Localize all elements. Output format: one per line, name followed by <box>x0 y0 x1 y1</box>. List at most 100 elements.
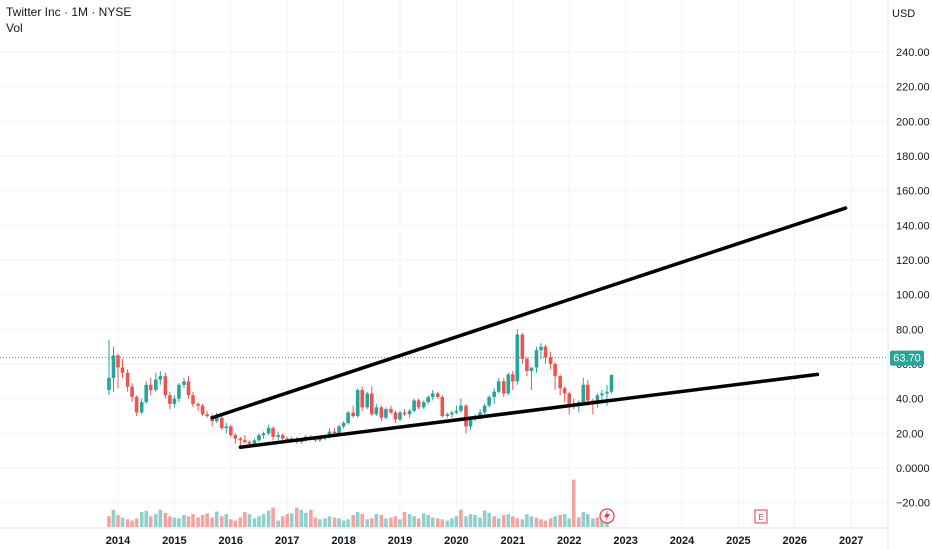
volume-bar <box>430 517 435 527</box>
volume-bar <box>360 514 365 527</box>
candle-body <box>247 442 252 444</box>
volume-bar <box>558 514 562 527</box>
volume-bar <box>247 514 252 527</box>
candle-body <box>233 435 238 439</box>
candle-body <box>205 414 209 417</box>
volume-bar <box>492 516 496 527</box>
volume-bar <box>299 509 304 527</box>
volume-bar <box>177 518 181 527</box>
volume-bar <box>412 516 416 527</box>
volume-bar <box>163 512 168 527</box>
earnings-marker-label: E <box>758 513 763 522</box>
candle-body <box>125 372 130 387</box>
volume-bar <box>591 518 595 527</box>
volume-bar <box>304 512 308 527</box>
candle-body <box>430 393 435 397</box>
volume-bar <box>393 516 398 527</box>
volume-bar <box>548 518 553 527</box>
volume-bar <box>172 517 177 527</box>
candle-body <box>567 393 571 404</box>
candle-body <box>182 381 186 385</box>
y-tick-label: 180.00 <box>896 151 930 163</box>
volume-bar <box>257 516 261 527</box>
volume-bar <box>506 514 511 527</box>
earnings-icon[interactable] <box>754 509 768 524</box>
volume-bar <box>148 516 153 527</box>
volume-bar <box>370 518 374 527</box>
volume-bar <box>600 520 604 527</box>
x-tick-label: 2014 <box>106 535 131 547</box>
volume-bar <box>581 511 586 527</box>
volume-bar <box>168 516 172 527</box>
candle-body <box>609 374 614 392</box>
volume-bar <box>116 514 120 527</box>
volume-bar <box>158 509 163 527</box>
candle-body <box>511 374 515 382</box>
volume-label: Vol <box>6 21 23 35</box>
x-tick-label: 2016 <box>219 535 243 547</box>
volume-bar <box>341 520 346 527</box>
x-tick-label: 2022 <box>557 535 581 547</box>
y-tick-label: 200.00 <box>896 116 930 128</box>
x-tick-label: 2025 <box>726 535 750 547</box>
candle-body <box>478 412 482 417</box>
candle-body <box>243 440 247 443</box>
candle-body <box>416 400 421 408</box>
candle-body <box>520 334 525 359</box>
x-tick-label: 2027 <box>839 535 863 547</box>
volume-bar <box>407 514 412 527</box>
candle-body <box>515 334 520 382</box>
candle-body <box>266 428 271 434</box>
x-tick-label: 2017 <box>275 535 299 547</box>
candle-body <box>318 438 322 441</box>
volume-bar <box>384 518 388 527</box>
volume-bar <box>445 520 450 527</box>
volume-bar <box>313 517 318 527</box>
y-tick-label: −20.00 <box>896 498 930 510</box>
candle-body <box>506 374 511 394</box>
candle-body <box>468 417 473 427</box>
volume-bar <box>238 517 243 527</box>
volume-bar <box>191 514 195 527</box>
currency-button[interactable]: USD <box>892 8 916 20</box>
candle-body <box>450 412 454 415</box>
candle-body <box>337 426 341 434</box>
volume-bar <box>515 518 520 527</box>
x-tick-label: 2024 <box>670 535 695 547</box>
price-badge <box>890 350 924 366</box>
volume-bar <box>473 514 477 527</box>
y-tick-label: 80.00 <box>896 324 924 336</box>
volume-bar <box>501 514 506 527</box>
candle-body <box>421 402 426 408</box>
x-tick-label: 2018 <box>331 535 355 547</box>
candle-body <box>229 426 233 436</box>
volume-bar <box>327 516 332 527</box>
candle-body <box>529 367 534 371</box>
volume-bar <box>478 517 482 527</box>
volume-bar <box>567 518 571 527</box>
volume-bar <box>440 519 445 527</box>
candle-body <box>360 390 365 408</box>
candle-body <box>191 395 195 404</box>
candle-body <box>412 400 416 411</box>
volume-bar <box>586 514 590 527</box>
upper-trendline[interactable] <box>210 206 848 420</box>
volume-bar <box>355 511 360 527</box>
lower-trendline[interactable] <box>238 372 820 449</box>
candle-body <box>393 412 398 420</box>
volume-bar <box>496 518 501 527</box>
volume-bar <box>200 514 205 527</box>
x-tick-label: 2015 <box>162 535 186 547</box>
volume-bar <box>416 518 421 527</box>
volume-bar <box>379 514 384 527</box>
volume-bar <box>595 517 600 527</box>
candle-body <box>252 440 257 444</box>
volume-bar <box>205 513 209 527</box>
volume-bar <box>120 517 125 527</box>
volume-bar <box>332 517 337 527</box>
candle-body <box>539 346 543 351</box>
volume-bar <box>229 519 233 527</box>
volume-bar <box>426 514 430 527</box>
volume-bar <box>219 516 224 527</box>
